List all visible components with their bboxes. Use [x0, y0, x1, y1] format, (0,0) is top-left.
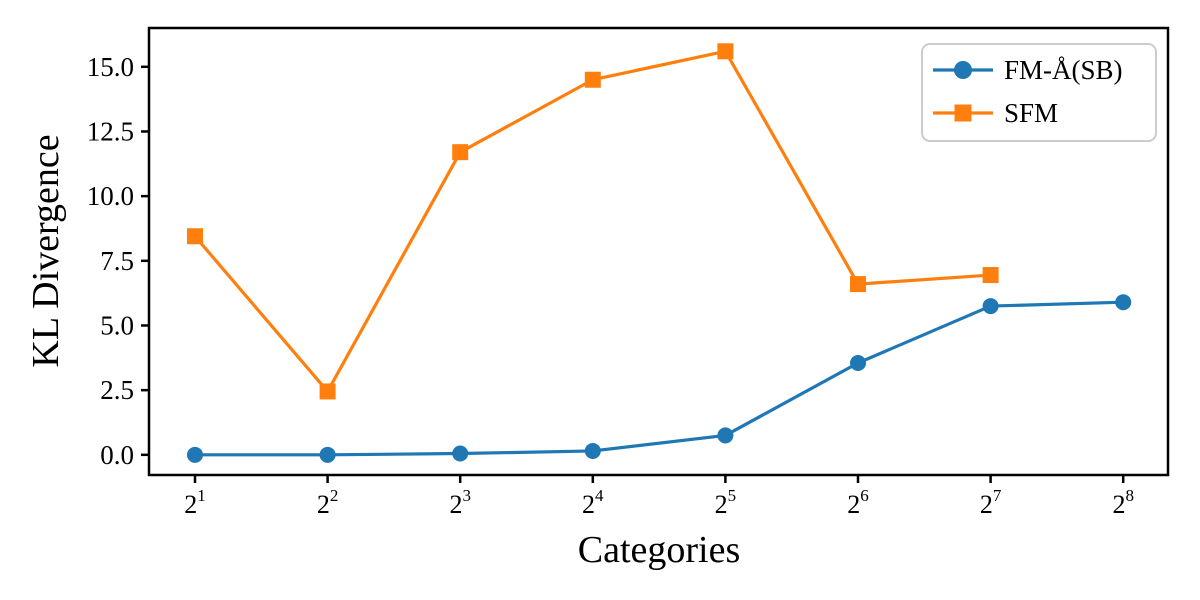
data-point-marker: [319, 446, 336, 463]
data-point-marker: [717, 427, 734, 444]
y-tick-label: 12.5: [87, 116, 134, 146]
data-point-marker: [850, 354, 866, 371]
legend-marker: [954, 61, 972, 79]
x-tick-label: 28: [1112, 486, 1134, 519]
data-point-marker: [850, 276, 866, 293]
data-point-marker: [187, 446, 203, 463]
legend-marker: [954, 104, 972, 122]
data-point-marker: [1115, 294, 1132, 311]
data-point-marker: [982, 298, 999, 315]
x-tick-label: 25: [715, 486, 737, 519]
x-axis-label: Categories: [577, 529, 741, 571]
data-point-marker: [452, 144, 469, 161]
data-point-marker: [982, 267, 999, 284]
data-point-marker: [452, 445, 469, 462]
y-axis-label: KL Divergence: [25, 134, 67, 368]
y-tick-label: 10.0: [87, 181, 134, 211]
series-line-1: [193, 49, 991, 394]
x-tick-label: 26: [847, 486, 869, 519]
series-line-0: [195, 300, 1124, 457]
y-tick-label: 0.0: [100, 440, 134, 470]
x-tick-label: 22: [317, 486, 339, 519]
data-point-marker: [717, 43, 734, 60]
x-tick-label: 24: [582, 486, 604, 519]
data-point-marker: [584, 442, 601, 459]
plot-border: [147, 26, 1170, 477]
x-tick-label: 21: [184, 486, 206, 519]
y-tick-label: 2.5: [100, 375, 134, 405]
legend-label: FM-Å(SB): [1004, 55, 1123, 85]
legend-box: [921, 43, 1157, 142]
data-point-marker: [319, 383, 336, 400]
y-tick-label: 7.5: [100, 246, 134, 276]
data-point-marker: [187, 228, 203, 245]
x-tick-label: 27: [980, 486, 1002, 519]
data-point-marker: [584, 71, 601, 88]
y-tick-label: 15.0: [87, 52, 134, 82]
x-tick-label: 23: [449, 486, 471, 519]
y-tick-label: 5.0: [100, 310, 134, 340]
legend-label: SFM: [1004, 98, 1058, 128]
